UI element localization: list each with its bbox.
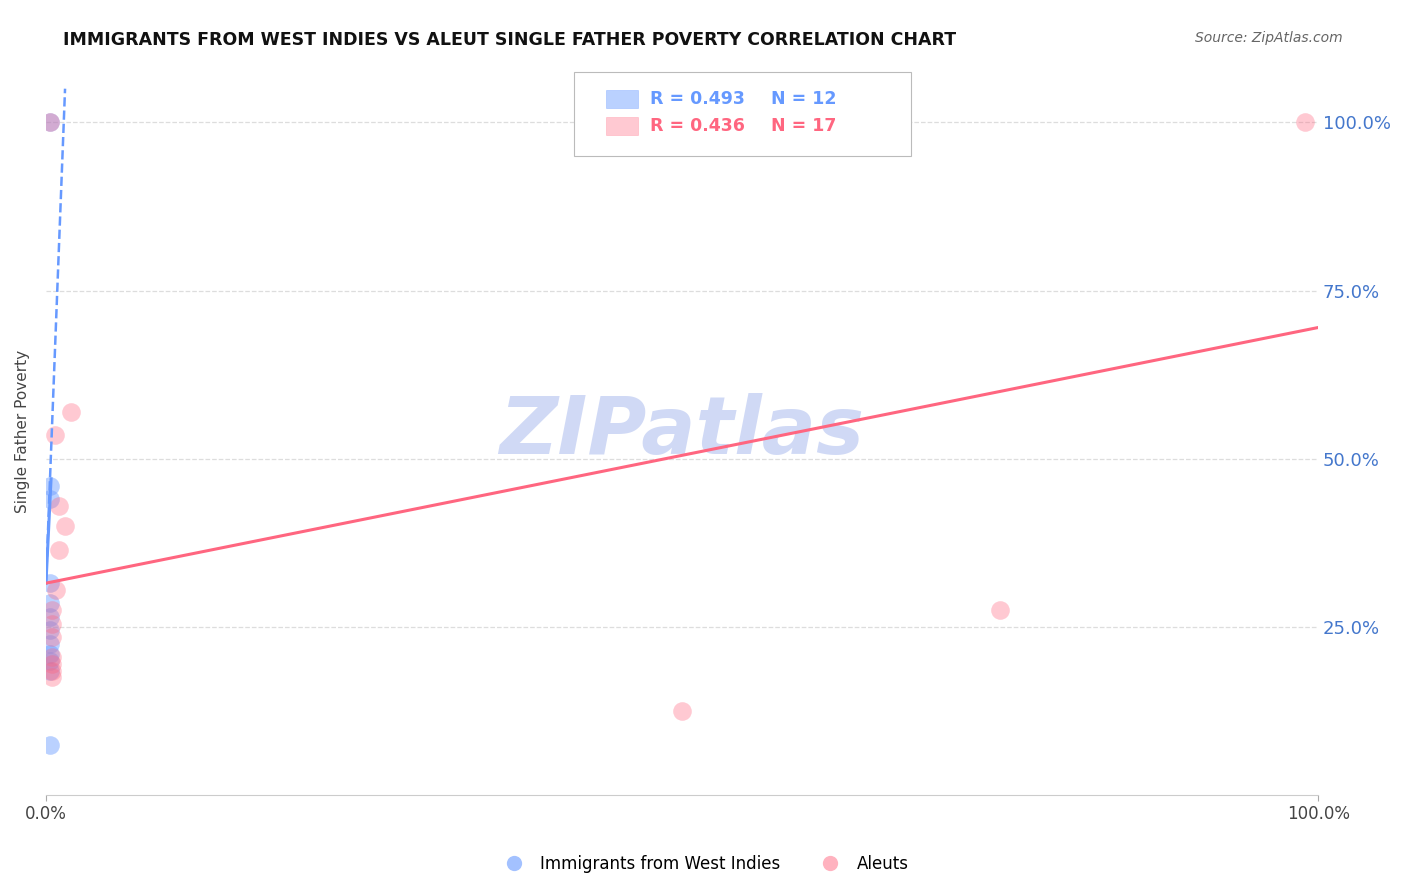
- Point: [60, 404, 83, 418]
- Point: [38, 653, 60, 667]
- Point: [44, 428, 66, 442]
- FancyBboxPatch shape: [574, 72, 911, 156]
- Point: [988, 603, 1011, 617]
- Text: IMMIGRANTS FROM WEST INDIES VS ALEUT SINGLE FATHER POVERTY CORRELATION CHART: IMMIGRANTS FROM WEST INDIES VS ALEUT SIN…: [63, 31, 956, 49]
- Point: [45, 582, 67, 597]
- Point: [38, 596, 60, 610]
- FancyBboxPatch shape: [606, 117, 637, 136]
- Point: [38, 647, 60, 661]
- Point: [671, 704, 693, 718]
- Point: [38, 624, 60, 638]
- Point: [38, 491, 60, 506]
- Point: [48, 542, 70, 557]
- Point: [38, 609, 60, 624]
- Text: ZIPatlas: ZIPatlas: [499, 392, 865, 471]
- Y-axis label: Single Father Poverty: Single Father Poverty: [15, 351, 30, 514]
- Point: [41, 650, 63, 665]
- FancyBboxPatch shape: [606, 90, 637, 109]
- Point: [38, 115, 60, 129]
- Point: [38, 115, 60, 129]
- Point: [41, 670, 63, 684]
- Text: R = 0.493: R = 0.493: [650, 90, 745, 108]
- Point: [38, 478, 60, 492]
- Point: [38, 738, 60, 752]
- Legend: Immigrants from West Indies, Aleuts: Immigrants from West Indies, Aleuts: [491, 848, 915, 880]
- Point: [41, 664, 63, 678]
- Point: [1294, 115, 1316, 129]
- Point: [38, 576, 60, 591]
- Text: N = 17: N = 17: [770, 117, 837, 135]
- Point: [53, 519, 76, 533]
- Text: R = 0.436: R = 0.436: [650, 117, 745, 135]
- Point: [48, 499, 70, 513]
- Point: [41, 657, 63, 671]
- Point: [41, 630, 63, 644]
- Text: Source: ZipAtlas.com: Source: ZipAtlas.com: [1195, 31, 1343, 45]
- Point: [38, 637, 60, 651]
- Text: N = 12: N = 12: [770, 90, 837, 108]
- Point: [38, 664, 60, 678]
- Point: [41, 603, 63, 617]
- Point: [41, 616, 63, 631]
